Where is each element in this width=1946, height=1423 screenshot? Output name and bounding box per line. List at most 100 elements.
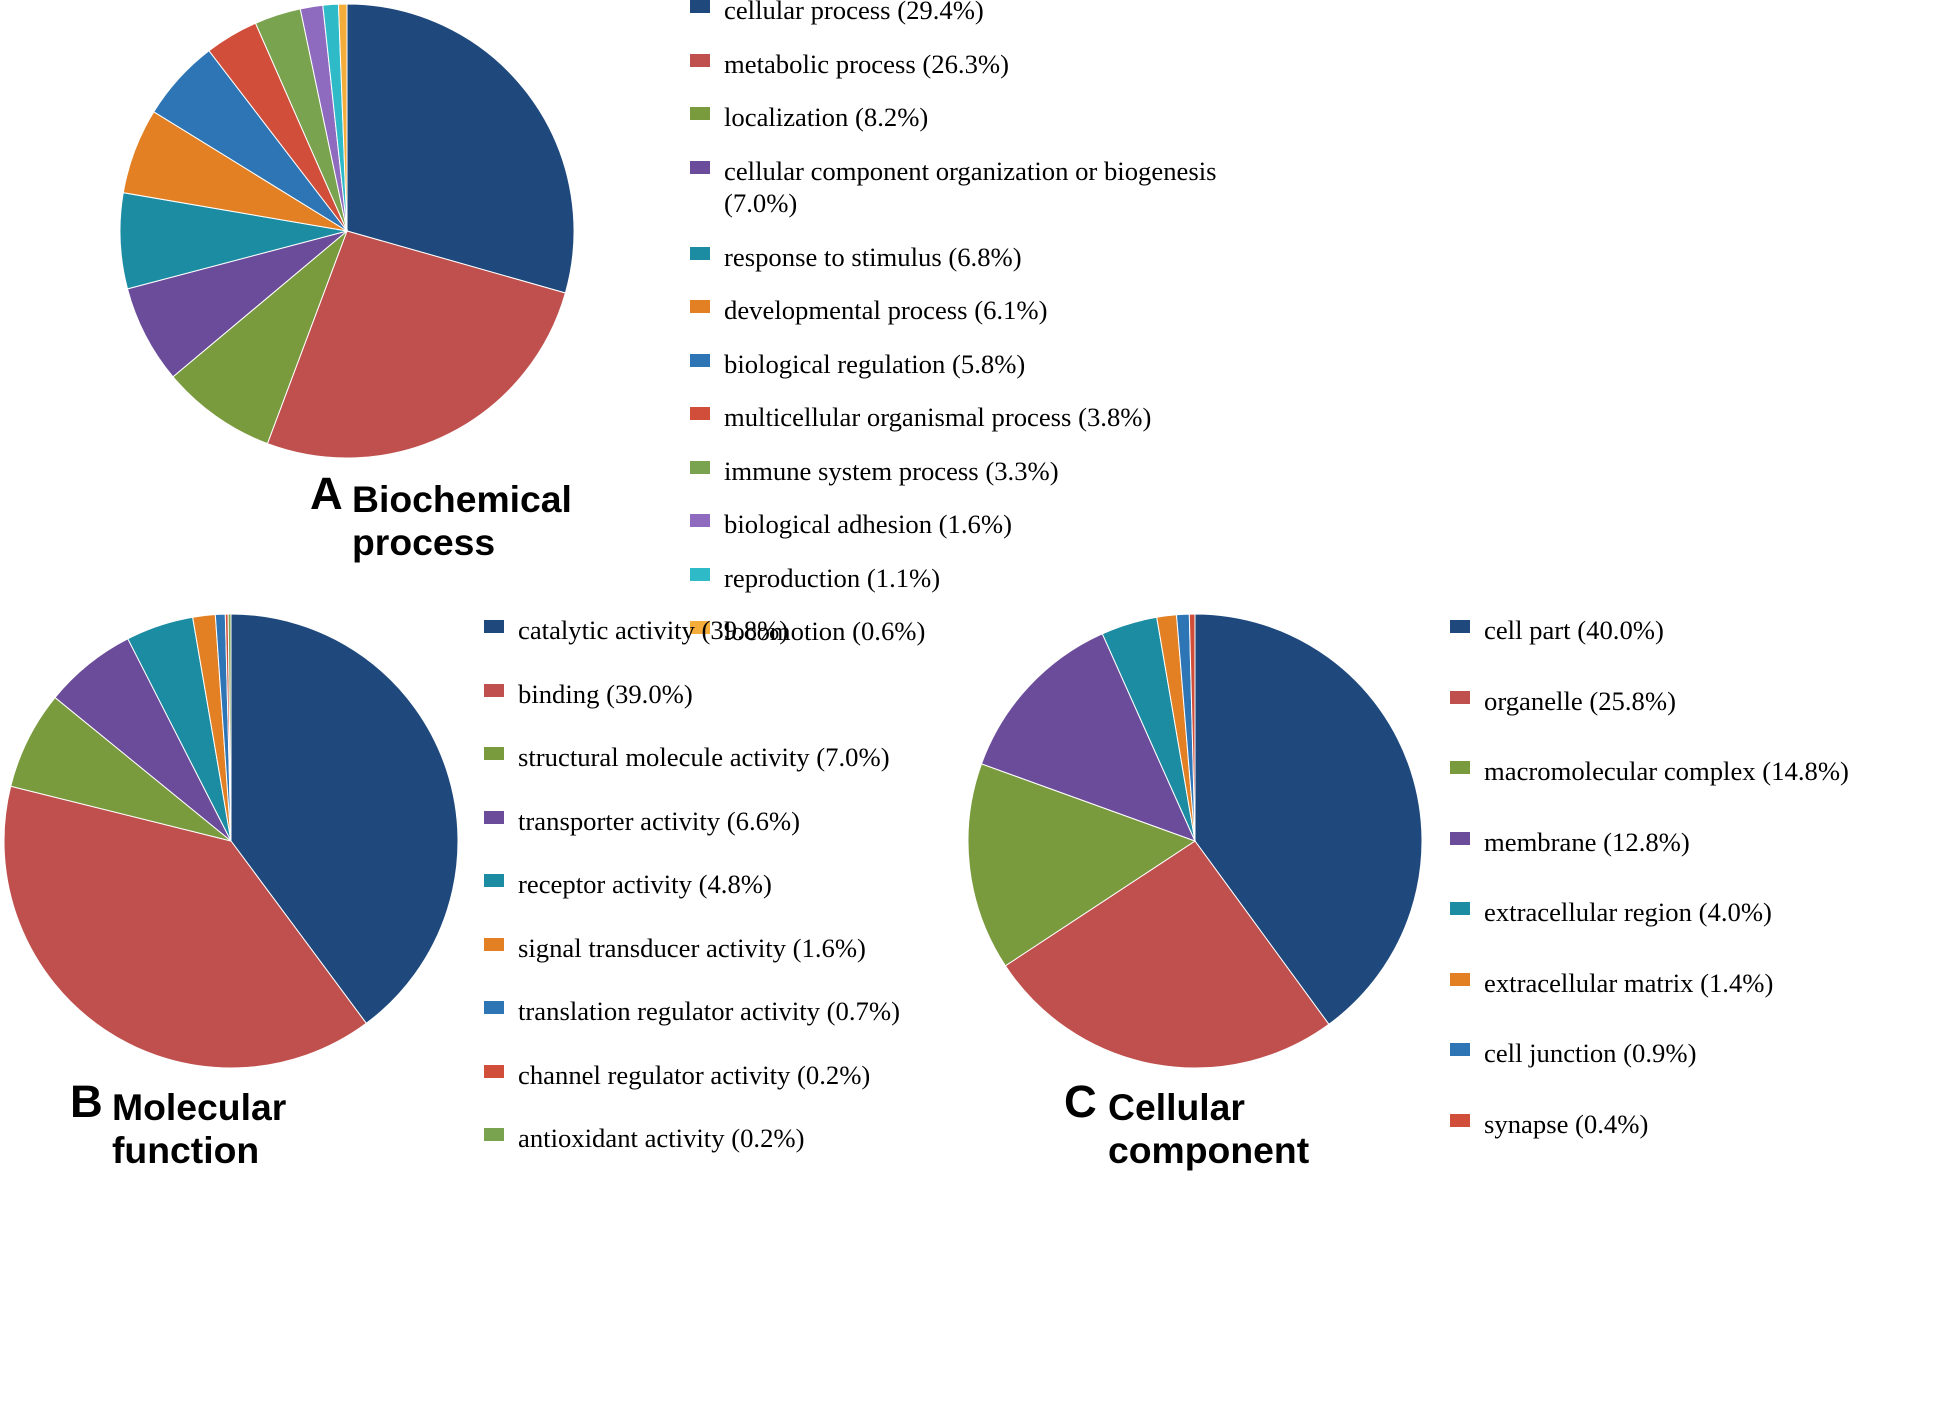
legend-c-swatch-7 <box>1450 1114 1470 1127</box>
legend-b-label-5: signal transducer activity (1.6%) <box>518 932 866 965</box>
figure-root: A Biochemical process cellular process (… <box>0 0 1946 1423</box>
legend-c-label-4: extracellular region (4.0%) <box>1484 896 1772 929</box>
panel-a-title: Biochemical process <box>352 478 572 564</box>
legend-b: catalytic activity (39.8%) binding (39.0%… <box>484 614 934 1155</box>
legend-a-item-7: multicellular organismal process (3.8%) <box>690 401 1250 434</box>
legend-a-swatch-2 <box>690 107 710 120</box>
legend-c-swatch-1 <box>1450 691 1470 704</box>
panel-a-label: A <box>310 468 343 520</box>
legend-b-item-3: transporter activity (6.6%) <box>484 805 934 838</box>
legend-b-item-8: antioxidant activity (0.2%) <box>484 1122 934 1155</box>
legend-b-label-6: translation regulator activity (0.7%) <box>518 995 900 1028</box>
legend-c-item-0: cell part (40.0%) <box>1450 614 1870 647</box>
legend-b-swatch-5 <box>484 938 504 951</box>
legend-a: cellular process (29.4%) metabolic proces… <box>690 0 1250 648</box>
legend-c-item-4: extracellular region (4.0%) <box>1450 896 1870 929</box>
legend-b-item-2: structural molecule activity (7.0%) <box>484 741 934 774</box>
legend-c-swatch-0 <box>1450 620 1470 633</box>
legend-c-swatch-4 <box>1450 902 1470 915</box>
legend-b-label-1: binding (39.0%) <box>518 678 693 711</box>
legend-a-label-2: localization (8.2%) <box>724 101 928 134</box>
legend-c-label-2: macromolecular complex (14.8%) <box>1484 755 1849 788</box>
panel-b-label: B <box>70 1076 103 1128</box>
legend-a-label-10: reproduction (1.1%) <box>724 562 940 595</box>
legend-a-label-5: developmental process (6.1%) <box>724 294 1047 327</box>
legend-b-swatch-1 <box>484 684 504 697</box>
legend-b-item-4: receptor activity (4.8%) <box>484 868 934 901</box>
legend-a-item-1: metabolic process (26.3%) <box>690 48 1250 81</box>
legend-a-item-4: response to stimulus (6.8%) <box>690 241 1250 274</box>
legend-a-swatch-3 <box>690 161 710 174</box>
legend-c-label-6: cell junction (0.9%) <box>1484 1037 1696 1070</box>
pie-c <box>968 614 1422 1068</box>
legend-a-swatch-0 <box>690 0 710 13</box>
legend-c-item-6: cell junction (0.9%) <box>1450 1037 1870 1070</box>
legend-c-label-0: cell part (40.0%) <box>1484 614 1664 647</box>
legend-b-label-2: structural molecule activity (7.0%) <box>518 741 890 774</box>
legend-a-label-4: response to stimulus (6.8%) <box>724 241 1022 274</box>
legend-a-label-8: immune system process (3.3%) <box>724 455 1059 488</box>
legend-c-item-2: macromolecular complex (14.8%) <box>1450 755 1870 788</box>
legend-a-swatch-10 <box>690 568 710 581</box>
legend-a-label-0: cellular process (29.4%) <box>724 0 984 27</box>
panel-c-title: Cellular component <box>1108 1086 1309 1172</box>
legend-a-swatch-4 <box>690 247 710 260</box>
legend-b-item-6: translation regulator activity (0.7%) <box>484 995 934 1028</box>
legend-c-swatch-6 <box>1450 1043 1470 1056</box>
legend-a-item-9: biological adhesion (1.6%) <box>690 508 1250 541</box>
legend-c: cell part (40.0%) organelle (25.8%) macrom… <box>1450 614 1870 1140</box>
legend-a-item-2: localization (8.2%) <box>690 101 1250 134</box>
legend-c-label-1: organelle (25.8%) <box>1484 685 1676 718</box>
legend-b-swatch-0 <box>484 620 504 633</box>
legend-b-label-0: catalytic activity (39.8%) <box>518 614 788 647</box>
legend-b-swatch-4 <box>484 874 504 887</box>
legend-b-label-4: receptor activity (4.8%) <box>518 868 772 901</box>
panel-c-label: C <box>1064 1076 1097 1128</box>
legend-b-label-8: antioxidant activity (0.2%) <box>518 1122 804 1155</box>
legend-a-swatch-7 <box>690 407 710 420</box>
panel-b-title: Molecular function <box>112 1086 286 1172</box>
legend-b-item-0: catalytic activity (39.8%) <box>484 614 934 647</box>
legend-c-swatch-5 <box>1450 973 1470 986</box>
legend-b-label-7: channel regulator activity (0.2%) <box>518 1059 870 1092</box>
legend-a-item-5: developmental process (6.1%) <box>690 294 1250 327</box>
pie-c-wrap <box>968 614 1422 1068</box>
legend-c-swatch-2 <box>1450 761 1470 774</box>
legend-c-label-3: membrane (12.8%) <box>1484 826 1690 859</box>
legend-a-swatch-1 <box>690 54 710 67</box>
legend-a-label-1: metabolic process (26.3%) <box>724 48 1009 81</box>
legend-a-swatch-8 <box>690 461 710 474</box>
legend-c-item-5: extracellular matrix (1.4%) <box>1450 967 1870 1000</box>
legend-a-label-6: biological regulation (5.8%) <box>724 348 1025 381</box>
legend-c-item-7: synapse (0.4%) <box>1450 1108 1870 1141</box>
legend-b-swatch-7 <box>484 1065 504 1078</box>
legend-b-swatch-2 <box>484 747 504 760</box>
legend-a-item-10: reproduction (1.1%) <box>690 562 1250 595</box>
legend-b-label-3: transporter activity (6.6%) <box>518 805 800 838</box>
legend-b-swatch-6 <box>484 1001 504 1014</box>
legend-a-item-8: immune system process (3.3%) <box>690 455 1250 488</box>
legend-c-swatch-3 <box>1450 832 1470 845</box>
legend-b-item-1: binding (39.0%) <box>484 678 934 711</box>
legend-c-label-5: extracellular matrix (1.4%) <box>1484 967 1773 1000</box>
legend-b-swatch-8 <box>484 1128 504 1141</box>
legend-c-label-7: synapse (0.4%) <box>1484 1108 1648 1141</box>
legend-a-swatch-6 <box>690 354 710 367</box>
pie-a-wrap <box>120 4 574 458</box>
pie-a <box>120 4 574 458</box>
legend-a-label-9: biological adhesion (1.6%) <box>724 508 1012 541</box>
legend-b-item-5: signal transducer activity (1.6%) <box>484 932 934 965</box>
legend-a-swatch-9 <box>690 514 710 527</box>
legend-a-item-0: cellular process (29.4%) <box>690 0 1250 27</box>
legend-a-label-7: multicellular organismal process (3.8%) <box>724 401 1151 434</box>
legend-b-swatch-3 <box>484 811 504 824</box>
legend-a-swatch-5 <box>690 300 710 313</box>
legend-a-item-3: cellular component organization or bioge… <box>690 155 1250 220</box>
legend-c-item-3: membrane (12.8%) <box>1450 826 1870 859</box>
legend-c-item-1: organelle (25.8%) <box>1450 685 1870 718</box>
pie-b <box>4 614 458 1068</box>
legend-a-item-6: biological regulation (5.8%) <box>690 348 1250 381</box>
legend-b-item-7: channel regulator activity (0.2%) <box>484 1059 934 1092</box>
legend-a-label-3: cellular component organization or bioge… <box>724 155 1250 220</box>
pie-b-wrap <box>4 614 458 1068</box>
